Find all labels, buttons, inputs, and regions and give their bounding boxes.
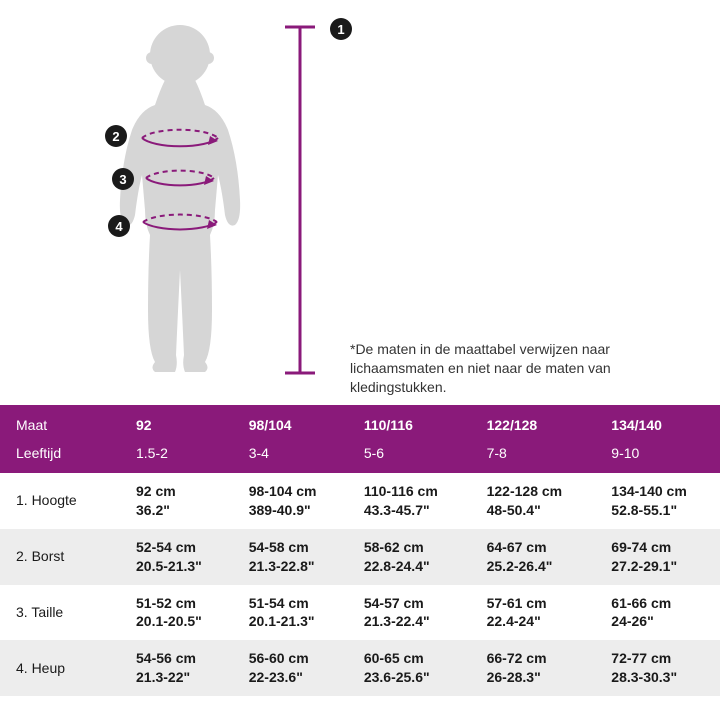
measure-cm: 54-58 cm bbox=[249, 538, 338, 557]
measure-in: 24-26" bbox=[611, 612, 710, 631]
row-label: 4. Heup bbox=[0, 640, 120, 696]
measure-cell: 60-65 cm23.6-25.6" bbox=[348, 640, 471, 696]
size-chart-table: Maat 92 98/104 110/116 122/128 134/140 L… bbox=[0, 405, 720, 696]
row-label: 1. Hoogte bbox=[0, 473, 120, 529]
measure-cm: 58-62 cm bbox=[364, 538, 461, 557]
measure-cm: 122-128 cm bbox=[487, 482, 586, 501]
size-table-body: 1. Hoogte92 cm36.2"98-104 cm389-40.9"110… bbox=[0, 473, 720, 696]
measure-cell: 134-140 cm52.8-55.1" bbox=[595, 473, 720, 529]
measure-cell: 54-58 cm21.3-22.8" bbox=[233, 529, 348, 585]
row-label: 3. Taille bbox=[0, 585, 120, 641]
child-silhouette bbox=[60, 10, 300, 380]
measure-in: 28.3-30.3" bbox=[611, 668, 710, 687]
table-row: 4. Heup54-56 cm21.3-22"56-60 cm22-23.6"6… bbox=[0, 640, 720, 696]
measure-in: 22.4-24" bbox=[487, 612, 586, 631]
measure-cell: 72-77 cm28.3-30.3" bbox=[595, 640, 720, 696]
measure-cell: 54-57 cm21.3-22.4" bbox=[348, 585, 471, 641]
callout-badge-2: 2 bbox=[105, 125, 127, 147]
size-col-0: 92 bbox=[120, 405, 233, 439]
measure-cell: 61-66 cm24-26" bbox=[595, 585, 720, 641]
measure-in: 25.2-26.4" bbox=[487, 557, 586, 576]
measure-cm: 69-74 cm bbox=[611, 538, 710, 557]
header-row-size: Maat 92 98/104 110/116 122/128 134/140 bbox=[0, 405, 720, 439]
measure-cm: 66-72 cm bbox=[487, 649, 586, 668]
measure-cell: 98-104 cm389-40.9" bbox=[233, 473, 348, 529]
measure-in: 22.8-24.4" bbox=[364, 557, 461, 576]
footnote-text: *De maten in de maattabel verwijzen naar… bbox=[350, 340, 690, 397]
measure-cell: 110-116 cm43.3-45.7" bbox=[348, 473, 471, 529]
size-col-3: 122/128 bbox=[471, 405, 596, 439]
measure-in: 21.3-22" bbox=[136, 668, 223, 687]
measure-cm: 110-116 cm bbox=[364, 482, 461, 501]
measure-cell: 92 cm36.2" bbox=[120, 473, 233, 529]
measure-cm: 72-77 cm bbox=[611, 649, 710, 668]
height-indicator bbox=[285, 25, 325, 375]
row-label: 2. Borst bbox=[0, 529, 120, 585]
callout-badge-3: 3 bbox=[112, 168, 134, 190]
measure-cell: 57-61 cm22.4-24" bbox=[471, 585, 596, 641]
measure-cm: 54-57 cm bbox=[364, 594, 461, 613]
measure-cm: 60-65 cm bbox=[364, 649, 461, 668]
measure-cell: 51-54 cm20.1-21.3" bbox=[233, 585, 348, 641]
age-col-3: 7-8 bbox=[471, 439, 596, 473]
measure-cm: 56-60 cm bbox=[249, 649, 338, 668]
measure-cm: 51-54 cm bbox=[249, 594, 338, 613]
measure-cell: 51-52 cm20.1-20.5" bbox=[120, 585, 233, 641]
measure-cm: 52-54 cm bbox=[136, 538, 223, 557]
age-col-0: 1.5-2 bbox=[120, 439, 233, 473]
header-label-size: Maat bbox=[0, 405, 120, 439]
measure-cm: 134-140 cm bbox=[611, 482, 710, 501]
measure-in: 48-50.4" bbox=[487, 501, 586, 520]
measure-in: 27.2-29.1" bbox=[611, 557, 710, 576]
measure-cm: 92 cm bbox=[136, 482, 223, 501]
callout-badge-1: 1 bbox=[330, 18, 352, 40]
header-label-age: Leeftijd bbox=[0, 439, 120, 473]
measure-in: 43.3-45.7" bbox=[364, 501, 461, 520]
measure-cell: 122-128 cm48-50.4" bbox=[471, 473, 596, 529]
measure-in: 389-40.9" bbox=[249, 501, 338, 520]
diagram-section: 2 3 4 1 *De maten in de maattabel verwij… bbox=[0, 0, 720, 405]
size-col-4: 134/140 bbox=[595, 405, 720, 439]
size-col-1: 98/104 bbox=[233, 405, 348, 439]
age-col-1: 3-4 bbox=[233, 439, 348, 473]
header-row-age: Leeftijd 1.5-2 3-4 5-6 7-8 9-10 bbox=[0, 439, 720, 473]
measure-cm: 54-56 cm bbox=[136, 649, 223, 668]
table-row: 2. Borst52-54 cm20.5-21.3"54-58 cm21.3-2… bbox=[0, 529, 720, 585]
measure-in: 26-28.3" bbox=[487, 668, 586, 687]
table-row: 1. Hoogte92 cm36.2"98-104 cm389-40.9"110… bbox=[0, 473, 720, 529]
measure-in: 23.6-25.6" bbox=[364, 668, 461, 687]
measure-cm: 51-52 cm bbox=[136, 594, 223, 613]
measure-cell: 58-62 cm22.8-24.4" bbox=[348, 529, 471, 585]
measure-cm: 57-61 cm bbox=[487, 594, 586, 613]
table-row: 3. Taille51-52 cm20.1-20.5"51-54 cm20.1-… bbox=[0, 585, 720, 641]
measure-in: 36.2" bbox=[136, 501, 223, 520]
measure-cell: 52-54 cm20.5-21.3" bbox=[120, 529, 233, 585]
age-col-2: 5-6 bbox=[348, 439, 471, 473]
measure-cell: 64-67 cm25.2-26.4" bbox=[471, 529, 596, 585]
measure-cell: 69-74 cm27.2-29.1" bbox=[595, 529, 720, 585]
measure-in: 20.1-20.5" bbox=[136, 612, 223, 631]
measure-cm: 98-104 cm bbox=[249, 482, 338, 501]
age-col-4: 9-10 bbox=[595, 439, 720, 473]
silhouette-figure: 2 3 4 bbox=[60, 10, 300, 380]
callout-badge-4: 4 bbox=[108, 215, 130, 237]
measure-in: 52.8-55.1" bbox=[611, 501, 710, 520]
measure-cell: 56-60 cm22-23.6" bbox=[233, 640, 348, 696]
measure-in: 20.1-21.3" bbox=[249, 612, 338, 631]
measure-cell: 66-72 cm26-28.3" bbox=[471, 640, 596, 696]
size-col-2: 110/116 bbox=[348, 405, 471, 439]
measure-in: 22-23.6" bbox=[249, 668, 338, 687]
measure-cm: 61-66 cm bbox=[611, 594, 710, 613]
measure-cm: 64-67 cm bbox=[487, 538, 586, 557]
measure-in: 21.3-22.4" bbox=[364, 612, 461, 631]
measure-cell: 54-56 cm21.3-22" bbox=[120, 640, 233, 696]
measure-in: 21.3-22.8" bbox=[249, 557, 338, 576]
measure-in: 20.5-21.3" bbox=[136, 557, 223, 576]
